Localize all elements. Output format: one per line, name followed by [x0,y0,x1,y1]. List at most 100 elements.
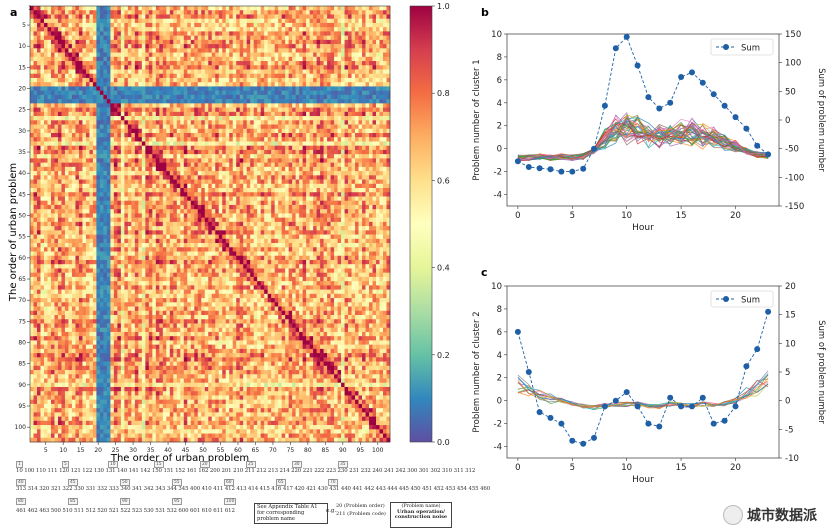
heatmap-cell [260,6,265,11]
heatmap-cell [281,132,286,138]
heatmap-cell [295,124,300,130]
heatmap-cell [106,90,111,96]
heatmap-cell [145,179,150,185]
heatmap-cell [281,192,286,197]
heatmap-cell [131,77,136,83]
heatmap-cell [180,10,185,15]
heatmap-cell [47,145,52,151]
heatmap-cell [99,149,104,155]
heatmap-cell [99,61,104,66]
heatmap-cell [141,39,146,45]
heatmap-cell [295,204,300,210]
heatmap-cell [43,90,48,96]
heatmap-cell [274,10,279,15]
heatmap-cell [309,158,314,163]
heatmap-cell [78,69,83,75]
heatmap-cell [365,44,370,49]
heatmap-cell [320,22,324,28]
heatmap-cell [330,65,335,70]
heatmap-cell [30,27,34,32]
heatmap-cell [138,77,143,83]
heatmap-cell [260,56,265,62]
heatmap-cell [341,103,345,108]
heatmap-cell [30,18,34,24]
heatmap-cell [302,188,307,193]
heatmap-cell [78,18,83,24]
heatmap-cell [183,111,188,117]
heatmap-cell [82,183,87,189]
heatmap-cell [365,14,370,19]
heatmap-cell [260,200,265,206]
heatmap-cell [152,107,157,113]
heatmap-cell [372,149,377,155]
heatmap-cell [159,103,164,108]
heatmap-cell [138,200,143,206]
heatmap-cell [124,65,129,70]
heatmap-cell [201,27,206,32]
heatmap-cell [201,90,206,96]
heatmap-cell [229,18,234,24]
heatmap-cell [141,200,146,206]
heatmap-cell [201,48,206,53]
heatmap-cell [246,82,251,87]
heatmap-cell [61,158,66,163]
heatmap-cell [176,154,181,159]
heatmap-cell [159,82,164,87]
heatmap-cell [274,69,279,75]
heatmap-cell [124,77,129,83]
heatmap-cell [267,107,272,113]
heatmap-cell [103,48,108,53]
heatmap-cell [271,10,275,15]
heatmap-cell [50,107,55,113]
heatmap-cell [152,90,157,96]
heatmap-cell [274,137,279,142]
heatmap-cell [82,52,87,58]
heatmap-cell [327,90,331,96]
heatmap-cell [113,204,118,210]
heatmap-cell [379,145,384,151]
heatmap-cell [155,179,160,185]
heatmap-cell [334,18,338,24]
heatmap-cell [344,73,349,79]
heatmap-cell [71,145,76,151]
heatmap-cell [344,48,349,53]
heatmap-cell [127,65,132,70]
heatmap-cell [183,204,188,210]
heatmap-cell [64,192,69,197]
heatmap-cell [267,82,272,87]
heatmap-cell [173,65,178,70]
heatmap-cell [30,204,34,210]
heatmap-cell [36,141,41,146]
heatmap-cell [358,22,363,28]
heatmap-cell [194,192,199,197]
heatmap-cell [162,128,167,134]
heatmap-cell [30,175,34,180]
heatmap-cell [169,145,174,151]
heatmap-cell [141,73,146,79]
heatmap-cell [369,111,373,117]
heatmap-cell [190,137,195,142]
heatmap-cell [334,52,338,58]
heatmap-cell [369,52,373,58]
heatmap-cell [141,145,146,151]
heatmap-cell [36,35,41,41]
heatmap-cell [316,39,321,45]
heatmap-cell [124,44,129,49]
heatmap-cell [208,175,213,180]
heatmap-cell [33,149,38,155]
heatmap-cell [267,162,272,168]
heatmap-cell [288,44,293,49]
heatmap-cell [187,107,192,113]
heatmap-cell [257,82,261,87]
heatmap-cell [92,52,97,58]
heatmap-cell [372,124,377,130]
heatmap-cell [145,27,150,32]
heatmap-cell [362,18,366,24]
heatmap-cell [68,48,73,53]
heatmap-cell [61,188,66,193]
heatmap-cell [222,69,227,75]
heatmap-cell [253,94,258,100]
heatmap-cell [337,141,342,146]
heatmap-cell [285,69,289,75]
heatmap-cell [78,56,83,62]
